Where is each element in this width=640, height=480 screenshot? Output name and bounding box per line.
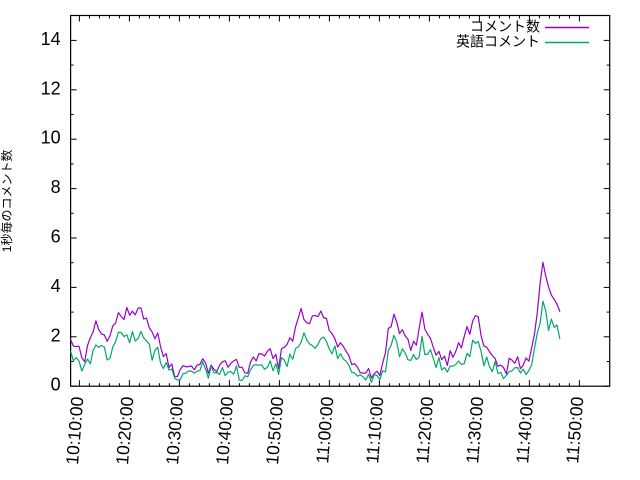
svg-text:コメント数: コメント数 xyxy=(470,19,540,35)
svg-text:14: 14 xyxy=(41,29,61,49)
svg-text:6: 6 xyxy=(51,227,61,247)
svg-text:4: 4 xyxy=(51,276,61,296)
svg-text:10: 10 xyxy=(41,128,61,148)
svg-text:8: 8 xyxy=(51,177,61,197)
svg-text:0: 0 xyxy=(51,375,61,395)
svg-text:12: 12 xyxy=(41,78,61,98)
svg-text:1秒毎のコメント数: 1秒毎のコメント数 xyxy=(0,150,14,253)
svg-text:2: 2 xyxy=(51,325,61,345)
svg-text:英語コメント: 英語コメント xyxy=(456,34,540,50)
